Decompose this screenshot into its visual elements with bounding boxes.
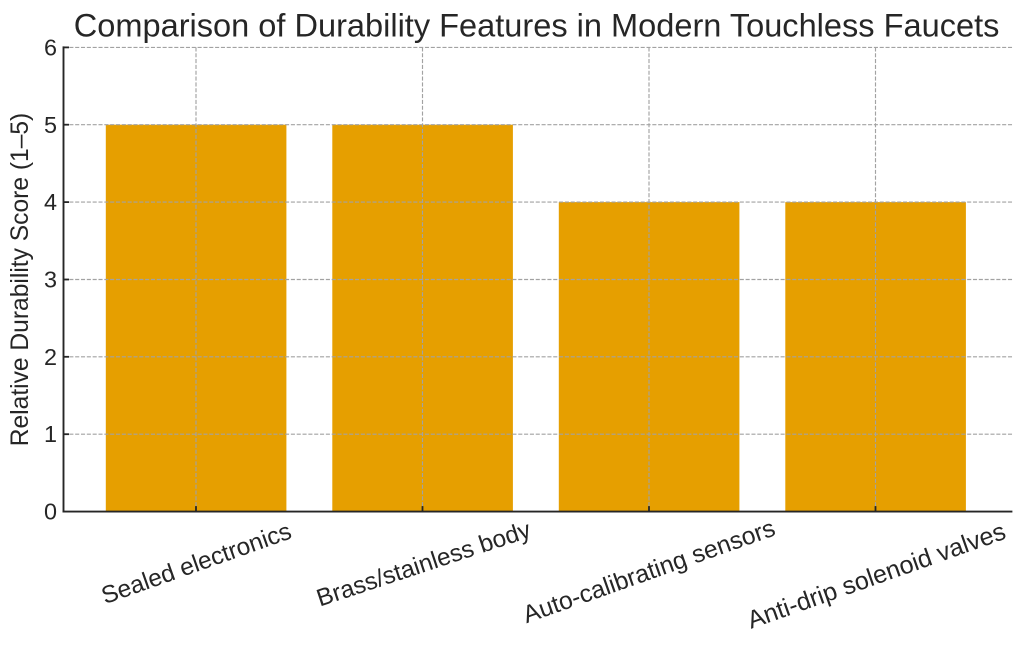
svg-text:6: 6 bbox=[44, 34, 57, 60]
svg-text:1: 1 bbox=[44, 421, 57, 447]
svg-text:Relative Durability Score (1–5: Relative Durability Score (1–5) bbox=[7, 113, 34, 447]
svg-text:2: 2 bbox=[44, 344, 57, 370]
svg-text:5: 5 bbox=[44, 112, 57, 138]
svg-text:4: 4 bbox=[44, 189, 57, 215]
svg-text:3: 3 bbox=[44, 267, 57, 293]
svg-text:0: 0 bbox=[44, 499, 57, 525]
svg-text:Comparison of Durability Featu: Comparison of Durability Features in Mod… bbox=[74, 8, 1000, 44]
